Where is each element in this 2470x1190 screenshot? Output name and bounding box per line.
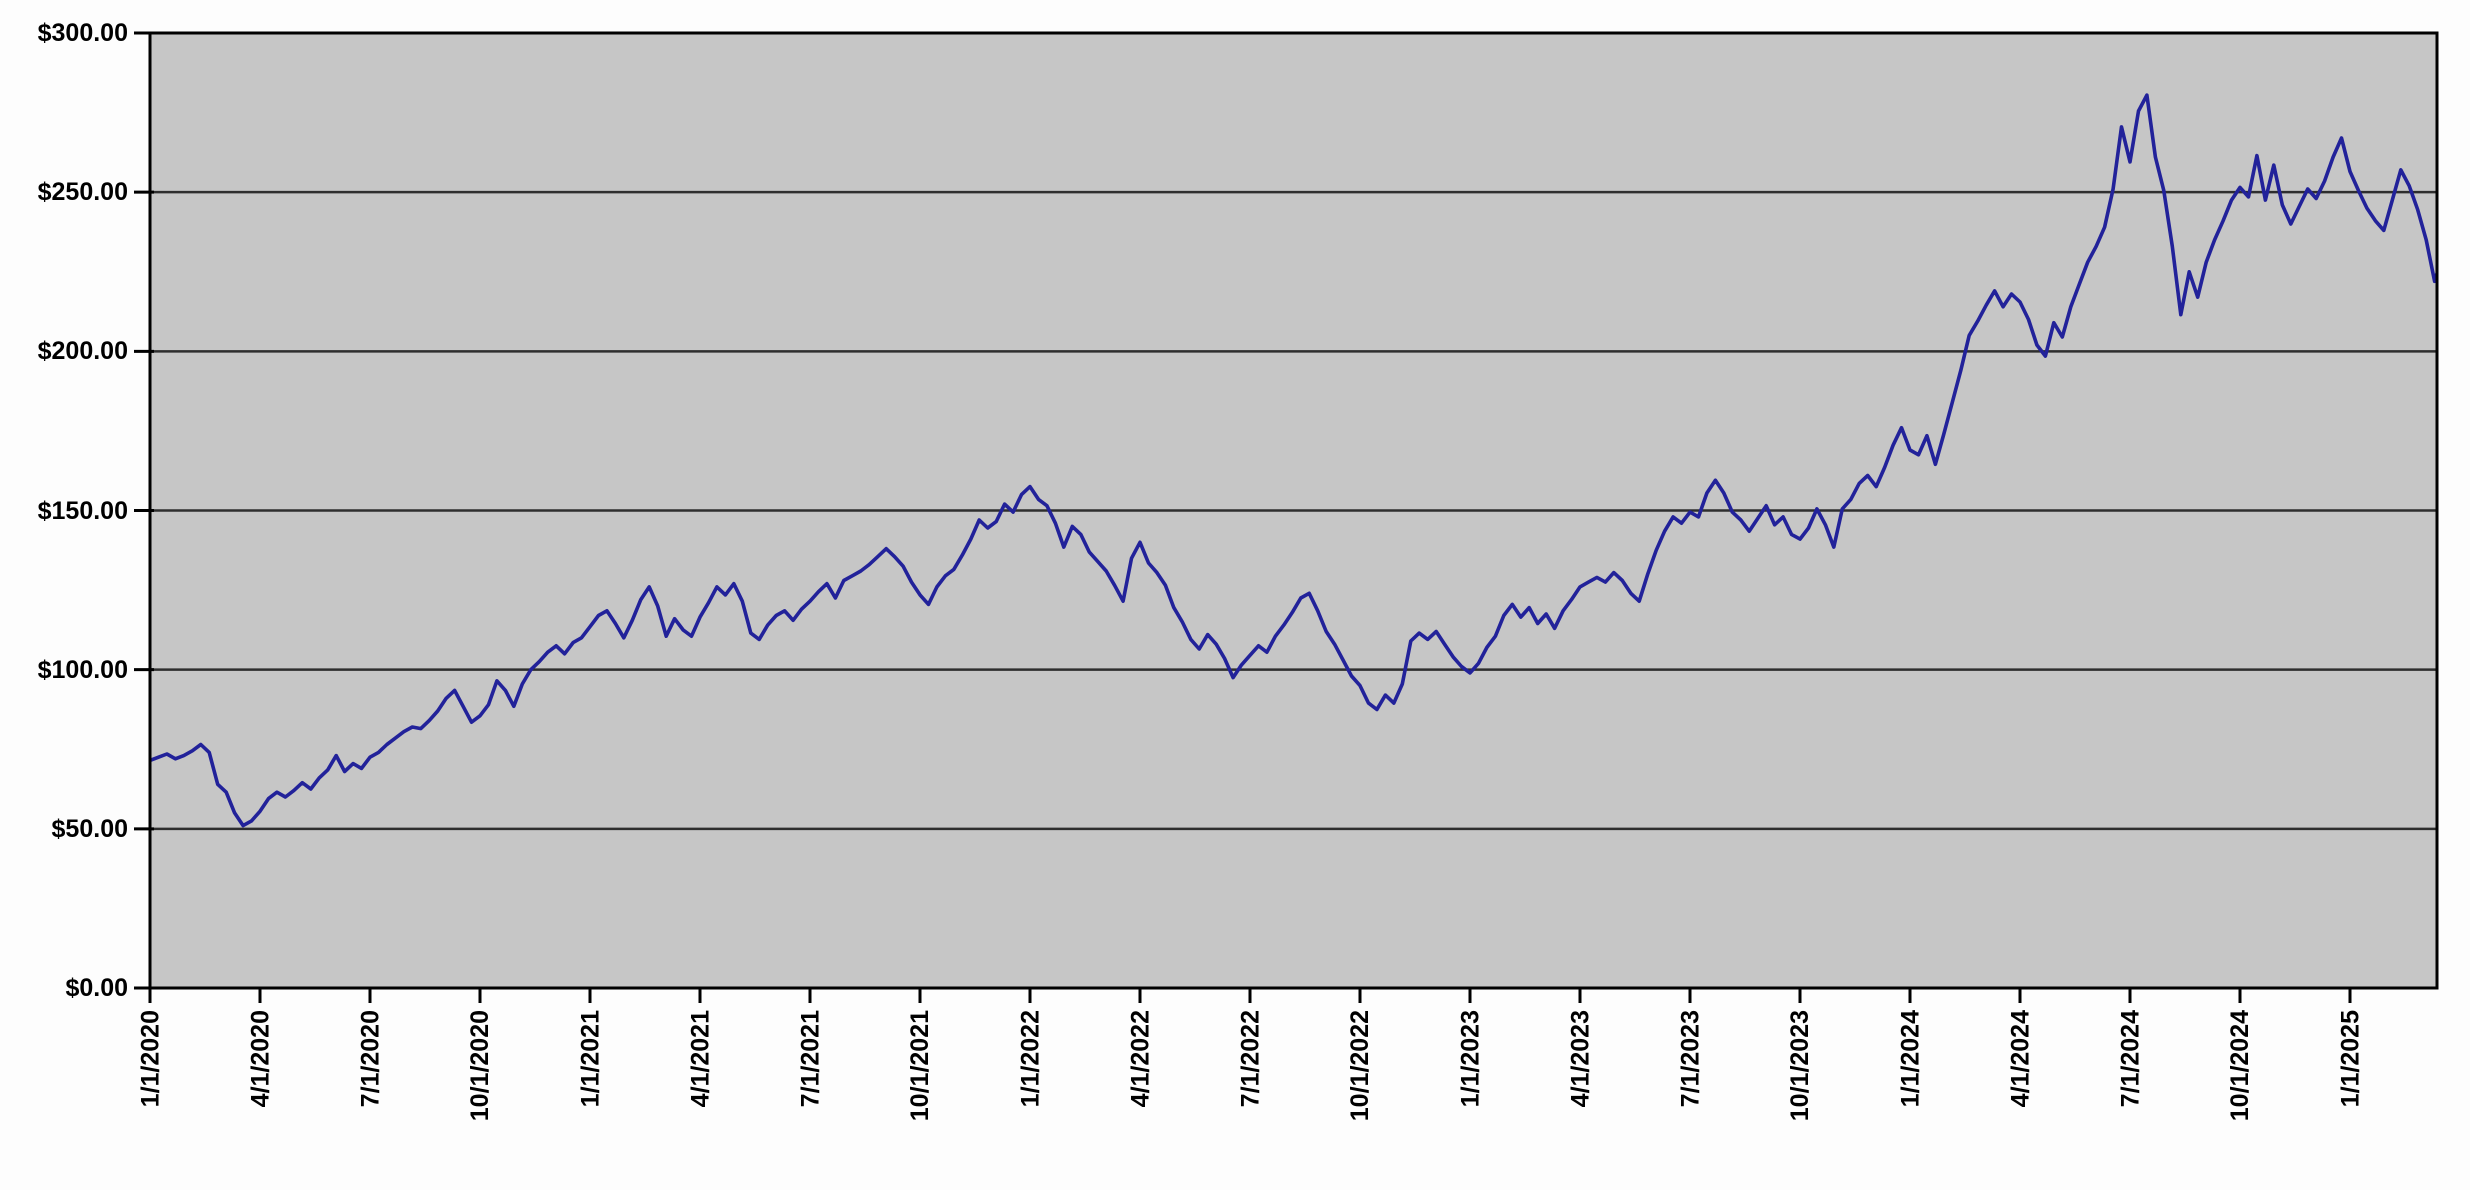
x-axis-label: 7/1/2023 (1676, 1010, 1704, 1108)
x-axis-label: 10/1/2024 (2226, 1010, 2254, 1122)
x-axis-label: 4/1/2020 (246, 1010, 274, 1108)
x-axis-label: 10/1/2021 (906, 1010, 934, 1122)
x-axis-label: 7/1/2020 (356, 1010, 384, 1108)
x-axis-label: 1/1/2022 (1016, 1010, 1044, 1108)
x-axis-label: 1/1/2024 (1896, 1010, 1924, 1108)
y-axis-label: $150.00 (37, 496, 128, 525)
x-axis-label: 1/1/2023 (1456, 1010, 1484, 1108)
x-axis-label: 7/1/2021 (796, 1010, 824, 1108)
x-axis-label: 4/1/2022 (1126, 1010, 1154, 1108)
price-line (150, 93, 2437, 828)
x-axis-label: 1/1/2025 (2336, 1010, 2364, 1108)
y-axis-label: $250.00 (37, 178, 128, 207)
y-axis-label: $50.00 (51, 814, 128, 843)
y-axis-label: $0.00 (65, 974, 128, 1002)
y-axis-label: $300.00 (37, 19, 128, 47)
x-axis-label: 10/1/2020 (466, 1010, 494, 1122)
x-axis-label: 4/1/2021 (686, 1010, 714, 1108)
plot-border (148, 31, 2439, 990)
x-axis-label: 4/1/2023 (1566, 1010, 1594, 1108)
x-axis-label: 7/1/2024 (2116, 1010, 2144, 1108)
x-axis-label: 4/1/2024 (2006, 1010, 2034, 1108)
x-axis-label: 7/1/2022 (1236, 1010, 1264, 1108)
y-axis-label: $100.00 (37, 655, 128, 684)
y-axis-label: $200.00 (37, 337, 128, 366)
x-axis-label: 10/1/2023 (1786, 1010, 1814, 1122)
x-axis-label: 1/1/2020 (136, 1010, 164, 1108)
x-axis-label: 1/1/2021 (576, 1010, 604, 1108)
x-axis-label: 10/1/2022 (1346, 1010, 1374, 1122)
